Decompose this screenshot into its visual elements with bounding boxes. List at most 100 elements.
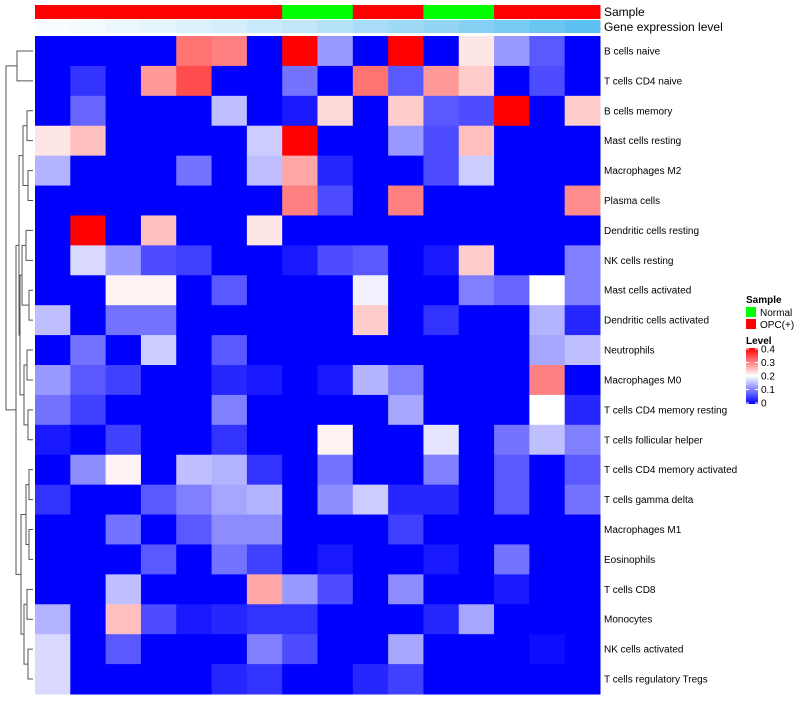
heatmap-cell [140,424,177,456]
heatmap-cell [458,454,495,486]
heatmap-cell [388,95,424,127]
legend-normal-swatch [746,307,756,317]
expression-annotation-cell [564,20,601,33]
heatmap-cell [105,664,142,695]
sample-annotation-cell [246,5,283,19]
heatmap-cell [105,484,142,516]
heatmap-cell [423,604,460,635]
legend-level-ticks: 0.4 0.3 0.2 0.1 0 [746,345,775,410]
sample-annotation-cell [176,5,213,19]
heatmap-cell [105,65,142,97]
heatmap-cell [70,125,107,157]
heatmap-cell [388,245,424,276]
heatmap-cell [388,65,424,97]
heatmap-cell [35,664,71,695]
heatmap-cell [246,125,283,157]
sample-annotation-cell [317,5,354,19]
heatmap-cell [388,514,424,545]
heatmap-cell [246,634,283,665]
heatmap-cell [458,335,495,366]
legend-tick-label: 0.4 [761,345,775,356]
heatmap-cell [529,604,566,635]
heatmap-cell [317,514,354,545]
heatmap-cell [494,275,530,306]
dendrogram-branch [25,229,33,261]
legend-tick-label: 0 [761,399,767,410]
expression-annotation-cell [246,20,283,33]
heatmap-cell [529,65,566,97]
heatmap-cell [564,155,601,187]
heatmap-cell [458,664,495,695]
heatmap-cell [140,454,177,486]
heatmap-cell [458,215,495,246]
row-label: B cells memory [604,106,672,117]
heatmap-cell [35,215,71,246]
dendrogram-branch [27,409,33,441]
heatmap-cell [211,125,248,157]
row-label: Dendritic cells activated [604,316,709,327]
expression-annotation-cell [35,20,71,33]
row-label: Macrophages M0 [604,375,682,386]
sample-annotation-cell [352,5,389,19]
heatmap-cell [352,484,389,516]
dendrogram-branch [5,65,17,411]
heatmap-cell [35,634,71,665]
heatmap-cell [352,424,389,456]
heatmap-cell [388,36,424,67]
heatmap-cell [494,305,530,336]
heatmap-cell [352,454,389,486]
heatmap-cell [35,424,71,456]
row-label: Macrophages M2 [604,166,682,177]
heatmap-cell [35,36,71,67]
heatmap-cell [388,305,424,336]
heatmap-cell [317,215,354,246]
heatmap-cell [105,424,142,456]
heatmap-cell [246,95,283,127]
heatmap-cell [529,574,566,605]
row-label: Plasma cells [604,196,660,207]
heatmap-cell [70,424,107,456]
heatmap-cell [140,275,177,306]
heatmap-cell [70,574,107,605]
heatmap-cell [388,664,424,695]
heatmap-cell [494,394,530,426]
heatmap-cell [70,454,107,486]
heatmap-cell [176,424,213,456]
heatmap-cell [176,335,213,366]
heatmap-cell [176,514,213,545]
legend-tick-label: 0.1 [761,385,775,396]
sample-annotation-cell [423,5,460,19]
heatmap-cell [211,65,248,97]
heatmap-cell [70,36,107,67]
heatmap-cell [35,245,71,276]
heatmap-cell [282,544,318,575]
heatmap-cell [317,634,354,665]
heatmap-cell [529,544,566,575]
row-label: Dendritic cells resting [604,226,699,237]
heatmap-cell [564,95,601,127]
heatmap-cell [211,155,248,187]
heatmap-cell [529,335,566,366]
heatmap-cell [105,365,142,396]
heatmap-cell [317,574,354,605]
heatmap-cell [423,95,460,127]
heatmap-cell [211,394,248,426]
heatmap-cell [317,394,354,426]
heatmap-cell [246,454,283,486]
dendrogram-branch [26,588,33,620]
heatmap-cell [105,275,142,306]
heatmap-cell [352,155,389,187]
heatmap-cell [176,36,213,67]
expression-annotation-cell [529,20,566,33]
heatmap-cell [70,185,107,216]
heatmap-cell [388,275,424,306]
heatmap-cell [494,664,530,695]
row-label: Mast cells resting [604,136,681,147]
heatmap-cell [105,125,142,157]
heatmap-cell [246,65,283,97]
heatmap-cell [458,185,495,216]
heatmap-cell [529,125,566,157]
dendrogram-branch [26,110,33,142]
heatmap-cell [458,484,495,516]
